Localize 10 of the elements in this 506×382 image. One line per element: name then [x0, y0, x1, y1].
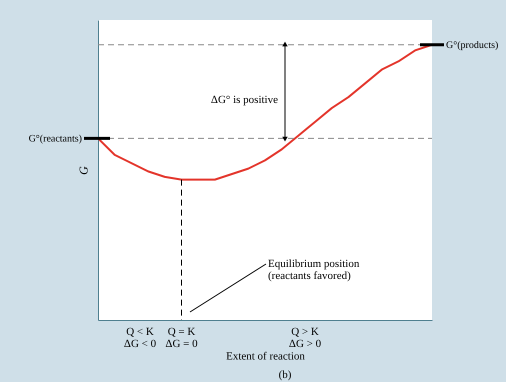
y-axis-title: G [76, 166, 90, 175]
text: Q < K ΔG < 0 [124, 326, 157, 350]
x-axis-title: Extent of reaction [226, 350, 306, 362]
annotation: ΔG° is positive [210, 94, 278, 106]
ref-line-label: G°(products) [446, 40, 498, 51]
text: Q = K ΔG = 0 [165, 326, 198, 350]
annotation: Equilibrium position (reactants favored) [268, 258, 360, 282]
text: Q > K ΔG > 0 [288, 326, 322, 350]
text: (b) [278, 369, 292, 381]
ref-line-label: G°(reactants) [28, 133, 82, 144]
